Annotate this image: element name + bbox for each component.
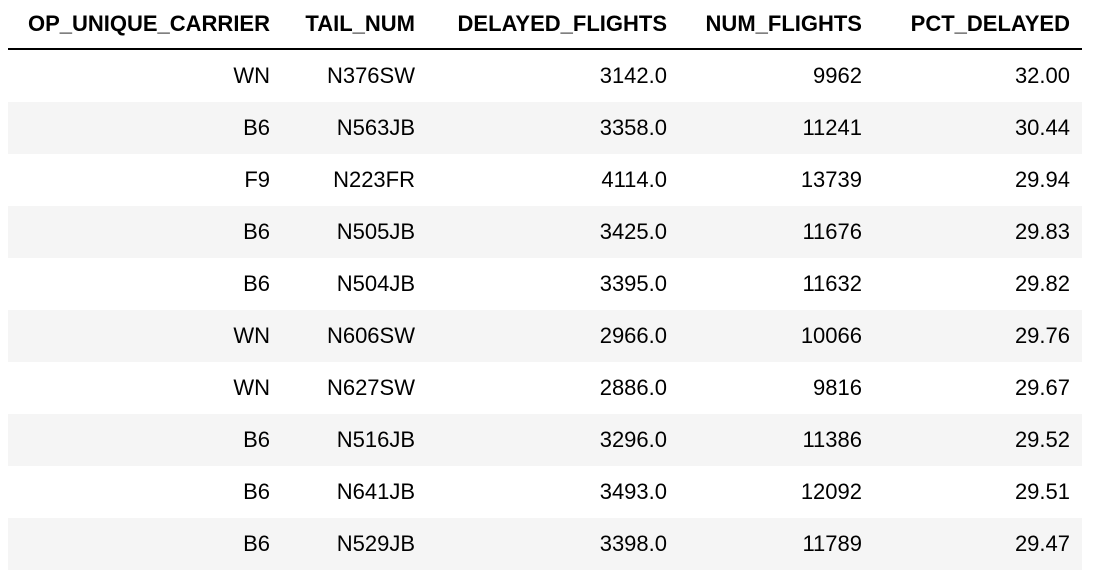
- table-header: OP_UNIQUE_CARRIER TAIL_NUM DELAYED_FLIGH…: [8, 0, 1082, 50]
- cell-op-unique-carrier: WN: [8, 310, 282, 362]
- cell-num-flights: 11241: [679, 102, 874, 154]
- cell-num-flights: 11632: [802, 271, 862, 296]
- table-row: B6 N529JB 3398.0 11789 29.47: [8, 518, 1082, 570]
- cell-op-unique-carrier: B6: [243, 271, 270, 296]
- cell-op-unique-carrier: WN: [233, 63, 270, 88]
- cell-tail-num: N563JB: [282, 102, 427, 154]
- table-row: WN N627SW 2886.0 9816 29.67: [8, 362, 1082, 414]
- cell-pct-delayed: 29.67: [1014, 375, 1070, 400]
- table-row: B6 N641JB 3493.0 12092 29.51: [8, 466, 1082, 518]
- column-header-pct-delayed: PCT_DELAYED: [874, 0, 1082, 50]
- cell-tail-num: N627SW: [326, 375, 415, 400]
- column-header-op-unique-carrier: OP_UNIQUE_CARRIER: [8, 0, 282, 50]
- cell-num-flights: 10066: [679, 310, 874, 362]
- table-row: WN N606SW 2966.0 10066 29.76: [8, 310, 1082, 362]
- cell-op-unique-carrier: F9: [244, 167, 270, 192]
- cell-delayed-flights: 2966.0: [427, 310, 679, 362]
- cell-num-flights: 9816: [813, 375, 862, 400]
- table-row: B6 N563JB 3358.0 11241 30.44: [8, 102, 1082, 154]
- cell-pct-delayed: 32.00: [1014, 63, 1070, 88]
- cell-pct-delayed: 29.51: [1014, 479, 1070, 504]
- cell-op-unique-carrier: B6: [8, 206, 282, 258]
- cell-op-unique-carrier: WN: [233, 375, 270, 400]
- cell-num-flights: 11789: [679, 518, 874, 570]
- table-row: B6 N516JB 3296.0 11386 29.52: [8, 414, 1082, 466]
- cell-delayed-flights: 3425.0: [427, 206, 679, 258]
- cell-delayed-flights: 4114.0: [601, 167, 667, 192]
- cell-pct-delayed: 29.47: [874, 518, 1082, 570]
- cell-delayed-flights: 3398.0: [427, 518, 679, 570]
- cell-pct-delayed: 29.76: [874, 310, 1082, 362]
- cell-num-flights: 12092: [800, 479, 862, 504]
- cell-num-flights: 11386: [679, 414, 874, 466]
- cell-num-flights: 11676: [679, 206, 874, 258]
- cell-num-flights: 9962: [813, 63, 862, 88]
- dataframe-table: OP_UNIQUE_CARRIER TAIL_NUM DELAYED_FLIGH…: [8, 0, 1082, 570]
- cell-delayed-flights: 3395.0: [599, 271, 667, 296]
- cell-pct-delayed: 29.83: [874, 206, 1082, 258]
- column-header-num-flights: NUM_FLIGHTS: [679, 0, 874, 50]
- cell-op-unique-carrier: B6: [8, 102, 282, 154]
- cell-delayed-flights: 3296.0: [427, 414, 679, 466]
- cell-op-unique-carrier: B6: [8, 414, 282, 466]
- cell-op-unique-carrier: B6: [243, 479, 270, 504]
- cell-pct-delayed: 29.52: [874, 414, 1082, 466]
- cell-tail-num: N641JB: [336, 479, 415, 504]
- column-header-tail-num: TAIL_NUM: [282, 0, 427, 50]
- cell-tail-num: N504JB: [336, 271, 415, 296]
- cell-delayed-flights: 3142.0: [599, 63, 667, 88]
- table-body: WN N376SW 3142.0 9962 32.00 B6 N563JB 33…: [8, 49, 1082, 570]
- cell-tail-num: N529JB: [282, 518, 427, 570]
- cell-tail-num: N376SW: [326, 63, 415, 88]
- cell-tail-num: N223FR: [333, 167, 415, 192]
- cell-delayed-flights: 2886.0: [599, 375, 667, 400]
- cell-tail-num: N516JB: [282, 414, 427, 466]
- cell-op-unique-carrier: B6: [8, 518, 282, 570]
- header-row: OP_UNIQUE_CARRIER TAIL_NUM DELAYED_FLIGH…: [8, 0, 1082, 50]
- table-row: F9 N223FR 4114.0 13739 29.94: [8, 154, 1082, 206]
- cell-num-flights: 13739: [800, 167, 862, 192]
- table-row: B6 N505JB 3425.0 11676 29.83: [8, 206, 1082, 258]
- table-row: B6 N504JB 3395.0 11632 29.82: [8, 258, 1082, 310]
- column-header-delayed-flights: DELAYED_FLIGHTS: [427, 0, 679, 50]
- cell-delayed-flights: 3493.0: [599, 479, 667, 504]
- cell-pct-delayed: 29.82: [1014, 271, 1070, 296]
- cell-pct-delayed: 30.44: [874, 102, 1082, 154]
- table-row: WN N376SW 3142.0 9962 32.00: [8, 49, 1082, 102]
- cell-tail-num: N505JB: [282, 206, 427, 258]
- cell-tail-num: N606SW: [282, 310, 427, 362]
- cell-pct-delayed: 29.94: [1014, 167, 1070, 192]
- cell-delayed-flights: 3358.0: [427, 102, 679, 154]
